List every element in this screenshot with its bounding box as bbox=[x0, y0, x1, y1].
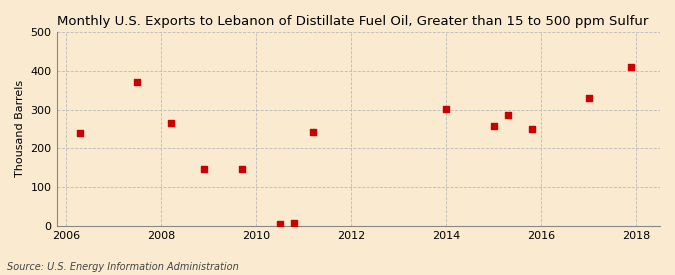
Point bbox=[488, 124, 499, 128]
Point bbox=[503, 112, 514, 117]
Point bbox=[441, 106, 452, 111]
Point bbox=[165, 121, 176, 125]
Point bbox=[526, 127, 537, 131]
Point bbox=[583, 96, 594, 100]
Point bbox=[626, 65, 637, 69]
Point bbox=[275, 222, 286, 226]
Point bbox=[308, 130, 319, 134]
Point bbox=[198, 167, 209, 171]
Point bbox=[236, 167, 247, 171]
Point bbox=[289, 221, 300, 225]
Text: Source: U.S. Energy Information Administration: Source: U.S. Energy Information Administ… bbox=[7, 262, 238, 272]
Point bbox=[75, 131, 86, 135]
Text: Monthly U.S. Exports to Lebanon of Distillate Fuel Oil, Greater than 15 to 500 p: Monthly U.S. Exports to Lebanon of Disti… bbox=[57, 15, 648, 28]
Y-axis label: Thousand Barrels: Thousand Barrels bbox=[15, 80, 25, 177]
Point bbox=[132, 79, 142, 84]
